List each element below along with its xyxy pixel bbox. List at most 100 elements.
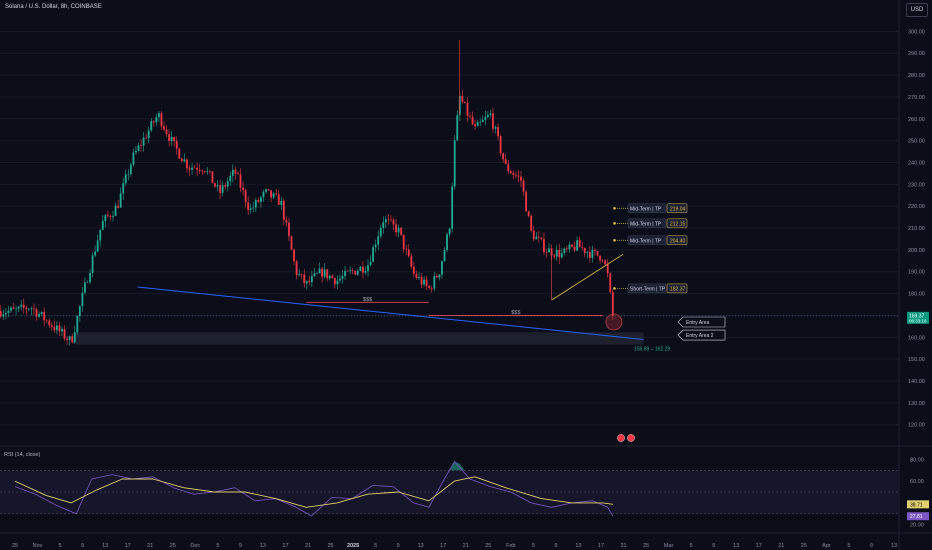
candle-body xyxy=(588,252,591,258)
price-tick-label: 210.00 xyxy=(908,226,925,232)
candle-body xyxy=(275,193,278,195)
candle-body xyxy=(262,191,265,198)
target-value-box xyxy=(666,235,688,246)
candle-body xyxy=(99,229,102,241)
currency-button[interactable]: USD xyxy=(906,3,928,17)
time-tick-label: 13 xyxy=(260,543,266,549)
candle-body xyxy=(400,227,403,235)
price-tick-label: 200.00 xyxy=(908,248,925,254)
candle-body xyxy=(0,311,2,317)
candle-body xyxy=(201,170,204,172)
candle-body xyxy=(308,281,311,283)
candle-body xyxy=(504,159,507,164)
price-tick-label: 240.00 xyxy=(908,160,925,166)
candle-body xyxy=(515,174,517,176)
candle-body xyxy=(17,306,20,309)
candle-body xyxy=(405,248,408,250)
candle-body xyxy=(94,251,97,256)
candle-body xyxy=(117,205,119,208)
candle-body xyxy=(170,136,173,142)
target-value: 219.04 xyxy=(670,206,686,212)
candle-body xyxy=(43,311,46,321)
target-label: Mid-Term | TP xyxy=(630,238,662,244)
candle-body xyxy=(112,215,114,217)
time-tick-label: Nov xyxy=(33,543,43,549)
candle-body xyxy=(599,255,601,261)
candle-body xyxy=(56,325,58,331)
candle-body xyxy=(295,261,298,276)
time-tick-label: 5 xyxy=(59,543,62,549)
time-tick-label: 17 xyxy=(125,543,131,549)
price-tick-label: 250.00 xyxy=(908,139,925,145)
event-badge-icon xyxy=(617,434,625,442)
candle-body xyxy=(27,308,30,310)
candle-body xyxy=(135,150,137,153)
candle-body xyxy=(606,264,609,274)
candle-body xyxy=(379,227,382,237)
target-anchor-dot xyxy=(613,287,616,290)
descending-trendline xyxy=(137,286,644,340)
candle-body xyxy=(10,307,12,311)
candle-body xyxy=(305,281,308,284)
candle-body xyxy=(583,247,586,254)
candle-body xyxy=(489,113,492,115)
price-tick-label: 120.00 xyxy=(908,423,925,429)
candle-body xyxy=(339,278,341,281)
candle-body xyxy=(568,244,571,250)
candle-body xyxy=(571,244,573,247)
entry-callout-label: Entry Area 2 xyxy=(686,333,714,339)
candle-body xyxy=(573,246,576,251)
candle-body xyxy=(548,248,550,253)
time-tick-label: 21 xyxy=(463,543,469,549)
candle-body xyxy=(563,248,566,253)
candle-body xyxy=(234,169,237,174)
candle-body xyxy=(540,237,543,240)
candle-body xyxy=(507,163,510,172)
candle-body xyxy=(555,249,558,257)
rsi-ma-value: 38.71 xyxy=(910,502,923,508)
rising-wedge-line xyxy=(551,253,624,301)
time-axis[interactable]: 25 Nov 5 9 13 17 21 25 Dec 5 9 13 17 21 25 2025 5 9 13 17 21… xyxy=(0,532,932,549)
rsi-tick-label: 80.00 xyxy=(910,457,924,463)
candle-body xyxy=(280,200,283,205)
candle-body xyxy=(359,266,362,271)
price-axis[interactable]: 300.00 290.00 280.00 270.00 260.00 250.00 240.… xyxy=(907,29,929,429)
time-tick-label: 25 xyxy=(12,543,18,549)
candle-body xyxy=(298,274,301,276)
candle-body xyxy=(441,261,443,275)
candle-body xyxy=(395,224,397,233)
target-anchor-dot xyxy=(613,238,616,242)
time-tick-label: 25 xyxy=(485,543,491,549)
candle-body xyxy=(535,236,538,240)
time-tick-label: 5 xyxy=(532,543,535,549)
candle-body xyxy=(203,170,206,172)
target-label-box xyxy=(627,218,667,229)
candle-body xyxy=(372,247,374,262)
candle-body xyxy=(257,199,260,202)
time-tick-label: 17 xyxy=(598,543,604,549)
candle-body xyxy=(178,148,181,159)
time-tick-label: 13 xyxy=(891,543,897,549)
time-tick-label: 5 xyxy=(690,543,693,549)
candle-body xyxy=(147,130,150,139)
candle-body xyxy=(252,207,255,209)
time-tick-label: 13 xyxy=(575,543,581,549)
candle-body xyxy=(96,240,99,252)
candles-layer xyxy=(0,40,614,346)
candle-body xyxy=(423,279,425,285)
candle-body xyxy=(206,170,209,172)
target-value: 182.37 xyxy=(670,286,686,292)
target-label: Mid-Term | TP xyxy=(630,221,662,227)
candle-body xyxy=(331,275,334,279)
overlays-layer: Mid-Term | TP 219.04 Mid-Term | TP 212.15 Mi… xyxy=(0,203,898,442)
candle-body xyxy=(369,261,372,266)
candle-body xyxy=(502,153,505,160)
candle-body xyxy=(20,304,23,307)
candle-body xyxy=(532,230,535,240)
candle-body xyxy=(15,308,17,310)
candle-body xyxy=(188,168,191,170)
candle-body xyxy=(175,141,178,149)
liquidity-label: $$$ xyxy=(511,310,520,316)
time-tick-label: Feb xyxy=(506,543,515,549)
